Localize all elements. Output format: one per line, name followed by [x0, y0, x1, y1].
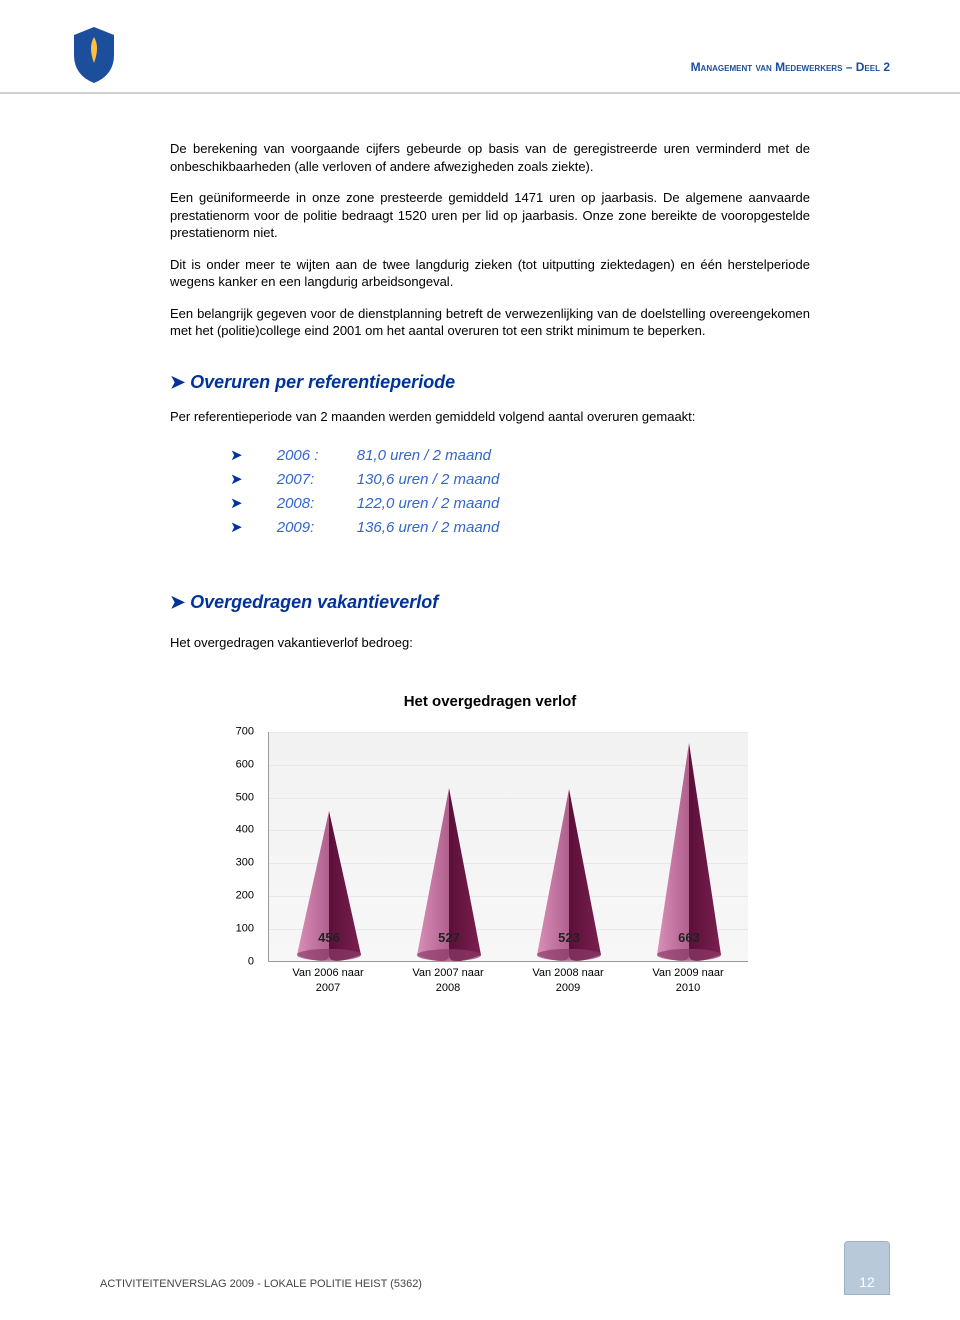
bar-value-label: 523 [558, 929, 580, 947]
y-tick: 600 [236, 757, 254, 772]
list-item: 2007:130,6 uren / 2 maand [230, 468, 810, 492]
y-tick: 0 [248, 954, 254, 969]
paragraph-1: De berekening van voorgaande cijfers geb… [170, 140, 810, 175]
y-tick: 400 [236, 823, 254, 838]
page-number-badge: 12 [844, 1241, 890, 1295]
section-title-vakantieverlof: Overgedragen vakantieverlof [170, 590, 810, 614]
section-subtitle-vakantieverlof: Het overgedragen vakantieverlof bedroeg: [170, 634, 810, 652]
footer-text: ACTIVITEITENVERSLAG 2009 - LOKALE POLITI… [100, 1278, 422, 1290]
main-content: De berekening van voorgaande cijfers geb… [170, 140, 810, 992]
y-tick: 200 [236, 889, 254, 904]
header-divider [0, 92, 960, 94]
section-title-overuren: Overuren per referentieperiode [170, 370, 810, 394]
paragraph-4: Een belangrijk gegeven voor de dienstpla… [170, 305, 810, 340]
chart-title: Het overgedragen verlof [220, 692, 760, 712]
chart-bar: 663 [649, 743, 729, 961]
police-logo [70, 25, 118, 85]
x-tick-label: Van 2007 naar2008 [398, 966, 498, 996]
y-tick: 300 [236, 856, 254, 871]
list-item: 2006 :81,0 uren / 2 maand [230, 444, 810, 468]
bar-value-label: 663 [678, 929, 700, 947]
y-tick: 700 [236, 724, 254, 739]
x-tick-label: Van 2006 naar2007 [278, 966, 378, 996]
overuren-list: 2006 :81,0 uren / 2 maand 2007:130,6 ure… [230, 444, 810, 540]
chart-bar: 523 [529, 789, 609, 961]
chart-area: 0100200300400500600700 456527523663 Van … [220, 732, 760, 992]
x-tick-label: Van 2009 naar2010 [638, 966, 738, 996]
x-tick-label: Van 2008 naar2009 [518, 966, 618, 996]
y-tick: 500 [236, 790, 254, 805]
page-number: 12 [859, 1274, 875, 1290]
section-subtitle-overuren: Per referentieperiode van 2 maanden werd… [170, 408, 810, 426]
chart-bar: 456 [289, 811, 369, 961]
bar-value-label: 527 [438, 929, 460, 947]
chart-container: Het overgedragen verlof 0 100 200 300 400 500… [220, 692, 760, 992]
y-axis: 0100200300400500600700 [220, 732, 260, 962]
plot-area: 456 527 523 663 [268, 732, 748, 962]
paragraph-3: Dit is onder meer te wijten aan de twee … [170, 256, 810, 291]
chart-bar: 527 [409, 788, 489, 961]
y-tick: 100 [236, 922, 254, 937]
bar-value-label: 456 [318, 929, 340, 947]
paragraph-2: Een geüniformeerde in onze zone presteer… [170, 189, 810, 242]
list-item: 2008:122,0 uren / 2 maand [230, 492, 810, 516]
list-item: 2009:136,6 uren / 2 maand [230, 516, 810, 540]
header-title: Management van Medewerkers – Deel 2 [691, 60, 890, 74]
